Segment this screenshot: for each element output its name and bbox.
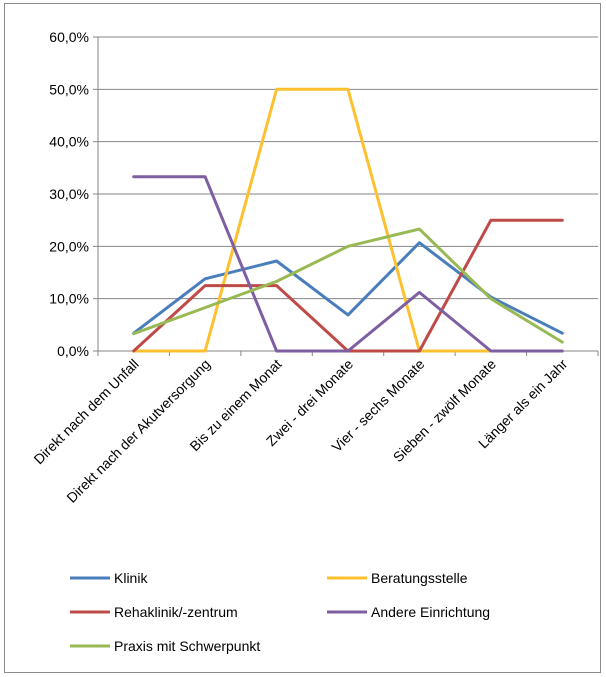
y-tick-label: 40,0%: [49, 134, 89, 150]
legend-label-beratungsstelle: Beratungsstelle: [371, 570, 468, 586]
chart-frame: [4, 3, 601, 673]
series-line-klinik: [132, 241, 564, 335]
y-tick-label: 50,0%: [49, 81, 89, 97]
gridlines: [98, 36, 598, 300]
legend-label-klinik: Klinik: [114, 570, 148, 586]
y-tick-label: 60,0%: [49, 29, 89, 45]
legend: Klinik Beratungsstelle Rehaklinik/-zentrum…: [70, 570, 490, 654]
legend-label-rehaklinik-zentrum: Rehaklinik/-zentrum: [114, 604, 238, 620]
y-axis-ticks: 0,0% 10,0% 20,0% 30,0% 40,0% 50,0% 60,0%: [49, 29, 89, 359]
series-line-praxis-mit-schwerpunkt: [132, 227, 564, 344]
y-tick-label: 30,0%: [49, 186, 89, 202]
series-lines: [132, 87, 564, 353]
legend-label-andere-einrichtung: Andere Einrichtung: [371, 604, 490, 620]
y-tick-label: 20,0%: [49, 238, 89, 254]
y-tick-label: 10,0%: [49, 291, 89, 307]
legend-label-praxis-mit-schwerpunkt: Praxis mit Schwerpunkt: [114, 638, 260, 654]
series-line-andere-einrichtung: [132, 175, 564, 353]
y-tick-label: 0,0%: [57, 343, 89, 359]
x-tick-label: Direkt nach der Akutversorgung: [63, 356, 213, 506]
